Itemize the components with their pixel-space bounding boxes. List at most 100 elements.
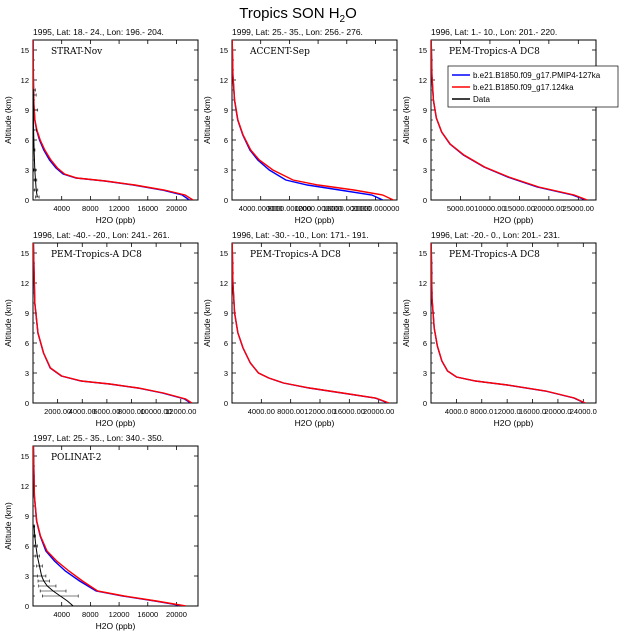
series-line bbox=[232, 243, 390, 403]
plot-frame bbox=[32, 242, 199, 404]
panels-group: 1995, Lat: 18.- 24., Lon: 196.- 204. 0 3 6 9… bbox=[3, 27, 597, 631]
plot-frame bbox=[430, 242, 597, 404]
x-tick-label: 8000 bbox=[82, 610, 99, 619]
y-axis-label: Altitude (km) bbox=[401, 299, 411, 347]
series-group bbox=[33, 243, 193, 403]
x-axis-label: H2O (ppb) bbox=[96, 215, 136, 225]
x-axis-label: H2O (ppb) bbox=[96, 621, 136, 631]
series-line bbox=[33, 243, 191, 403]
y-tick-label: 12 bbox=[220, 279, 228, 288]
y-tick-label: 6 bbox=[224, 136, 228, 145]
x-tick-label: 16000.0 bbox=[519, 407, 546, 416]
series-group bbox=[431, 243, 586, 403]
y-tick-label: 6 bbox=[423, 136, 427, 145]
x-tick-label: 24000.0 bbox=[570, 407, 597, 416]
x-tick-label: 4000.000000 bbox=[239, 204, 283, 213]
x-tick-label: 4000.0 bbox=[445, 407, 468, 416]
y-tick-label: 9 bbox=[25, 309, 29, 318]
x-tick-label: 8000.000000 bbox=[267, 204, 311, 213]
y-tick-label: 6 bbox=[423, 339, 427, 348]
x-tick-label: 12000.000000 bbox=[294, 204, 342, 213]
series-group bbox=[232, 243, 390, 403]
panel-title: 1997, Lat: 25.- 35., Lon: 340.- 350. bbox=[33, 433, 164, 443]
x-tick-label: 10000.00 bbox=[474, 204, 505, 213]
y-tick-label: 9 bbox=[25, 106, 29, 115]
x-tick-label: 8000 bbox=[82, 204, 99, 213]
panel-6: 1996, Lat: -20.- 0., Lon: 201.- 231. 0 3 6 9… bbox=[401, 230, 597, 428]
y-axis-label: Altitude (km) bbox=[3, 502, 13, 550]
x-tick-label: 4000 bbox=[53, 610, 70, 619]
series-line bbox=[33, 243, 193, 403]
figure-title: Tropics SON H2O bbox=[239, 5, 357, 25]
x-tick-label: 12000.0 bbox=[494, 407, 521, 416]
y-tick-label: 15 bbox=[419, 46, 427, 55]
series-group bbox=[33, 40, 194, 200]
y-axis-label: Altitude (km) bbox=[3, 299, 13, 347]
y-tick-label: 3 bbox=[423, 166, 427, 175]
y-tick-label: 0 bbox=[25, 196, 29, 205]
legend: b.e21.B1850.f09_g17.PMIP4-127ka b.e21.B18… bbox=[447, 65, 619, 108]
x-tick-label: 4000 bbox=[53, 204, 70, 213]
x-axis-label: H2O (ppb) bbox=[96, 418, 136, 428]
campaign-label: STRAT-Nov bbox=[51, 47, 103, 57]
y-tick-label: 0 bbox=[224, 399, 228, 408]
series-line bbox=[431, 243, 586, 403]
x-axis-label: H2O (ppb) bbox=[494, 418, 534, 428]
panel-title: 1996, Lat: 1.- 10., Lon: 201.- 220. bbox=[431, 27, 557, 37]
y-tick-label: 6 bbox=[224, 339, 228, 348]
series-group bbox=[232, 40, 394, 200]
series-line bbox=[431, 40, 588, 200]
y-tick-label: 6 bbox=[25, 136, 29, 145]
series-line bbox=[232, 40, 383, 200]
x-tick-label: 20000.00 bbox=[533, 204, 564, 213]
x-tick-label: 12000 bbox=[109, 204, 130, 213]
x-tick-label: 8000.0 bbox=[470, 407, 493, 416]
panel-3: 1996, Lat: 1.- 10., Lon: 201.- 220. 0 3 6 9 1… bbox=[401, 27, 597, 225]
x-axis-label: H2O (ppb) bbox=[295, 418, 335, 428]
panel-title: 1996, Lat: -40.- -20., Lon: 241.- 261. bbox=[33, 230, 170, 240]
x-tick-label: 6000.00 bbox=[93, 407, 120, 416]
series-line bbox=[431, 40, 587, 200]
series-line bbox=[232, 40, 394, 200]
plot-frame bbox=[231, 39, 398, 201]
x-tick-label: 20000.00 bbox=[363, 407, 394, 416]
x-tick-label: 8000.00 bbox=[118, 407, 145, 416]
panel-title: 1999, Lat: 25.- 35., Lon: 256.- 276. bbox=[232, 27, 363, 37]
x-tick-label: 16000.00 bbox=[334, 407, 365, 416]
series-line bbox=[33, 446, 186, 606]
x-tick-label: 16000 bbox=[137, 204, 158, 213]
legend-label: b.e21.B1850.f09_g17.PMIP4-127ka bbox=[473, 71, 601, 80]
panel-title: 1995, Lat: 18.- 24., Lon: 196.- 204. bbox=[33, 27, 164, 37]
legend-label: b.e21.B1850.f09_g17.124ka bbox=[473, 83, 574, 92]
campaign-label: PEM-Tropics-A DC8 bbox=[449, 250, 540, 260]
x-tick-label: 5000.00 bbox=[447, 204, 474, 213]
y-tick-label: 15 bbox=[21, 249, 29, 258]
panel-5: 1996, Lat: -30.- -10., Lon: 171.- 191. 0 3… bbox=[202, 230, 398, 428]
y-tick-label: 12 bbox=[21, 279, 29, 288]
y-tick-label: 6 bbox=[25, 542, 29, 551]
y-tick-label: 9 bbox=[423, 106, 427, 115]
panel-title: 1996, Lat: -30.- -10., Lon: 171.- 191. bbox=[232, 230, 369, 240]
y-tick-label: 9 bbox=[423, 309, 427, 318]
y-tick-label: 15 bbox=[21, 46, 29, 55]
series-line bbox=[232, 243, 389, 403]
x-tick-label: 12000.00 bbox=[165, 407, 196, 416]
y-tick-label: 3 bbox=[25, 572, 29, 581]
campaign-label: POLINAT-2 bbox=[51, 453, 101, 463]
y-tick-label: 9 bbox=[224, 309, 228, 318]
x-tick-label: 12000 bbox=[109, 610, 130, 619]
y-axis-label: Altitude (km) bbox=[401, 96, 411, 144]
y-tick-label: 12 bbox=[220, 76, 228, 85]
series-line bbox=[33, 446, 184, 606]
y-tick-label: 15 bbox=[220, 46, 228, 55]
panel-2: 1999, Lat: 25.- 35., Lon: 256.- 276. 0 3 6 9… bbox=[202, 27, 399, 225]
panel-1: 1995, Lat: 18.- 24., Lon: 196.- 204. 0 3 6 9… bbox=[3, 27, 199, 225]
y-tick-label: 0 bbox=[224, 196, 228, 205]
x-tick-label: 15000.00 bbox=[504, 204, 535, 213]
y-tick-label: 0 bbox=[25, 602, 29, 611]
x-tick-label: 16000 bbox=[137, 610, 158, 619]
y-tick-label: 15 bbox=[220, 249, 228, 258]
y-tick-label: 3 bbox=[25, 166, 29, 175]
legend-box bbox=[447, 65, 619, 108]
